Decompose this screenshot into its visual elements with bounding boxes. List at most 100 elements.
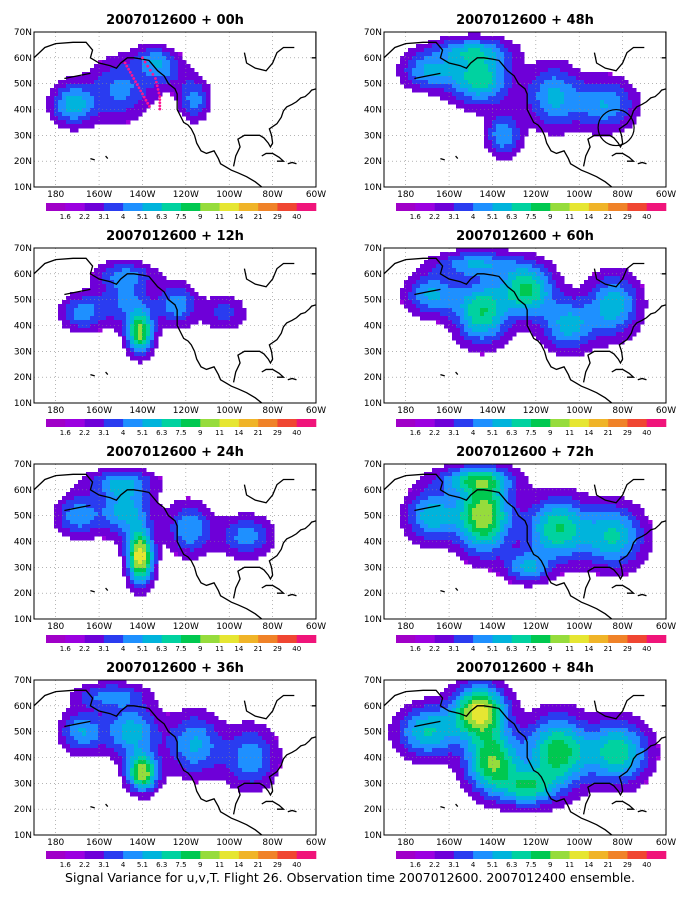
lat-tick-label: 50N	[14, 80, 32, 90]
colorbar-tick-label: 29	[273, 645, 282, 653]
colorbar-swatch	[258, 203, 278, 211]
colorbar-tick-label: 1.6	[60, 645, 72, 653]
colorbar-tick-label: 29	[623, 429, 632, 437]
map-frame	[383, 31, 667, 188]
colorbar-tick-label: 3.1	[448, 213, 459, 221]
lon-tick-label: 100W	[216, 406, 242, 416]
lat-tick-label: 70N	[364, 460, 382, 470]
variance-field	[54, 468, 275, 597]
lat-tick-label: 20N	[364, 805, 382, 815]
colorbar-swatch	[123, 203, 143, 211]
colorbar-tick-label: 9	[198, 861, 202, 869]
colorbar-swatch	[550, 419, 570, 427]
colorbar-swatch	[219, 851, 240, 859]
colorbar-swatch	[103, 851, 124, 859]
lon-tick-label: 160W	[436, 406, 462, 416]
colorbar-tick-label: 40	[642, 429, 651, 437]
colorbar-tick-label: 11	[215, 861, 224, 869]
variance-field	[396, 32, 641, 161]
panel-title: 2007012600 + 36h	[106, 661, 244, 676]
colorbar-tick-label: 2.2	[79, 429, 90, 437]
colorbar-swatch	[646, 851, 667, 859]
colorbar-swatch	[492, 851, 513, 859]
colorbar-tick-label: 1.6	[410, 429, 422, 437]
lon-tick-label: 180	[397, 406, 414, 416]
lon-tick-label: 120W	[523, 622, 549, 632]
colorbar-swatch	[396, 203, 416, 211]
lat-tick-label: 10N	[364, 399, 382, 409]
colorbar-tick-label: 3.1	[448, 645, 459, 653]
colorbar-tick-label: 3.1	[98, 429, 109, 437]
colorbar-tick-label: 4	[121, 861, 126, 869]
colorbar-swatch	[453, 851, 474, 859]
map-frame	[383, 463, 667, 620]
lon-tick-label: 80W	[262, 622, 282, 632]
colorbar-tick-label: 2.2	[429, 213, 440, 221]
variance-field	[58, 680, 283, 801]
colorbar-swatch	[396, 635, 416, 643]
colorbar-swatch	[608, 203, 628, 211]
colorbar-swatch	[608, 635, 628, 643]
colorbar-tick-label: 21	[254, 213, 263, 221]
colorbar-tick-label: 11	[215, 213, 224, 221]
lat-tick-label: 20N	[364, 589, 382, 599]
colorbar-swatch	[569, 419, 590, 427]
coastline	[34, 464, 316, 619]
lon-tick-label: 120W	[173, 190, 199, 200]
colorbar-tick-label: 4	[121, 213, 126, 221]
lat-tick-label: 60N	[14, 54, 32, 64]
colorbar-swatch	[181, 203, 201, 211]
lat-tick-label: 50N	[364, 296, 382, 306]
colorbar-tick-label: 11	[215, 429, 224, 437]
colorbar-tick-label: 1.6	[410, 213, 422, 221]
lat-tick-label: 40N	[14, 106, 32, 116]
colorbar-tick-label: 11	[565, 861, 574, 869]
colorbar-tick-label: 14	[584, 861, 593, 869]
colorbar-tick-label: 9	[198, 645, 202, 653]
colorbar-swatch	[531, 419, 551, 427]
colorbar: 1.6 2.2 3.1 4 5.1 6.3 7.5 9 11 14 21 29 40	[46, 851, 317, 869]
lon-tick-label: 140W	[479, 406, 505, 416]
colorbar-tick-label: 14	[584, 213, 593, 221]
lon-tick-label: 80W	[262, 838, 282, 848]
colorbar-swatch	[296, 851, 317, 859]
coastline	[384, 464, 666, 619]
lat-tick-label: 60N	[364, 270, 382, 280]
lon-tick-label: 140W	[479, 838, 505, 848]
colorbar-tick-label: 6.3	[506, 861, 517, 869]
colorbar-swatch	[238, 635, 259, 643]
lat-tick-label: 50N	[364, 728, 382, 738]
lat-tick-label: 60N	[364, 486, 382, 496]
colorbar-swatch	[296, 203, 317, 211]
lat-tick-label: 40N	[14, 538, 32, 548]
lon-tick-label: 60W	[656, 622, 676, 632]
colorbar-swatch	[142, 419, 163, 427]
grid-lines	[384, 248, 666, 403]
colorbar-swatch	[142, 635, 163, 643]
colorbar-swatch	[415, 203, 435, 211]
colorbar-tick-label: 11	[215, 645, 224, 653]
colorbar-swatch	[161, 419, 182, 427]
colorbar-swatch	[238, 203, 259, 211]
lat-tick-label: 30N	[14, 347, 32, 357]
colorbar-tick-label: 5.1	[137, 861, 148, 869]
colorbar-swatch	[415, 419, 435, 427]
colorbar-swatch	[396, 851, 416, 859]
dropsonde-markers	[123, 56, 162, 111]
lon-tick-label: 100W	[216, 622, 242, 632]
colorbar-tick-label: 1.6	[60, 429, 72, 437]
colorbar: 1.6 2.2 3.1 4 5.1 6.3 7.5 9 11 14 21 29 40	[396, 851, 667, 869]
colorbar-swatch	[46, 635, 66, 643]
colorbar-swatch	[627, 203, 648, 211]
colorbar-tick-label: 40	[642, 213, 651, 221]
colorbar-swatch	[219, 203, 240, 211]
coastline	[34, 248, 316, 403]
colorbar-tick-label: 40	[642, 861, 651, 869]
colorbar-tick-label: 5.1	[137, 429, 148, 437]
colorbar-tick-label: 14	[584, 645, 593, 653]
lon-tick-label: 160W	[86, 838, 112, 848]
variance-field	[58, 260, 247, 365]
map-panel-24h: 2007012600 + 24h 10N 20N 30N 40N 50N 60N 70N 180…	[14, 445, 326, 653]
map-panel-0h: 2007012600 + 00h 10N 20N 30N 40N 50N 60N 70N 180…	[14, 13, 326, 221]
coastline	[34, 680, 316, 835]
